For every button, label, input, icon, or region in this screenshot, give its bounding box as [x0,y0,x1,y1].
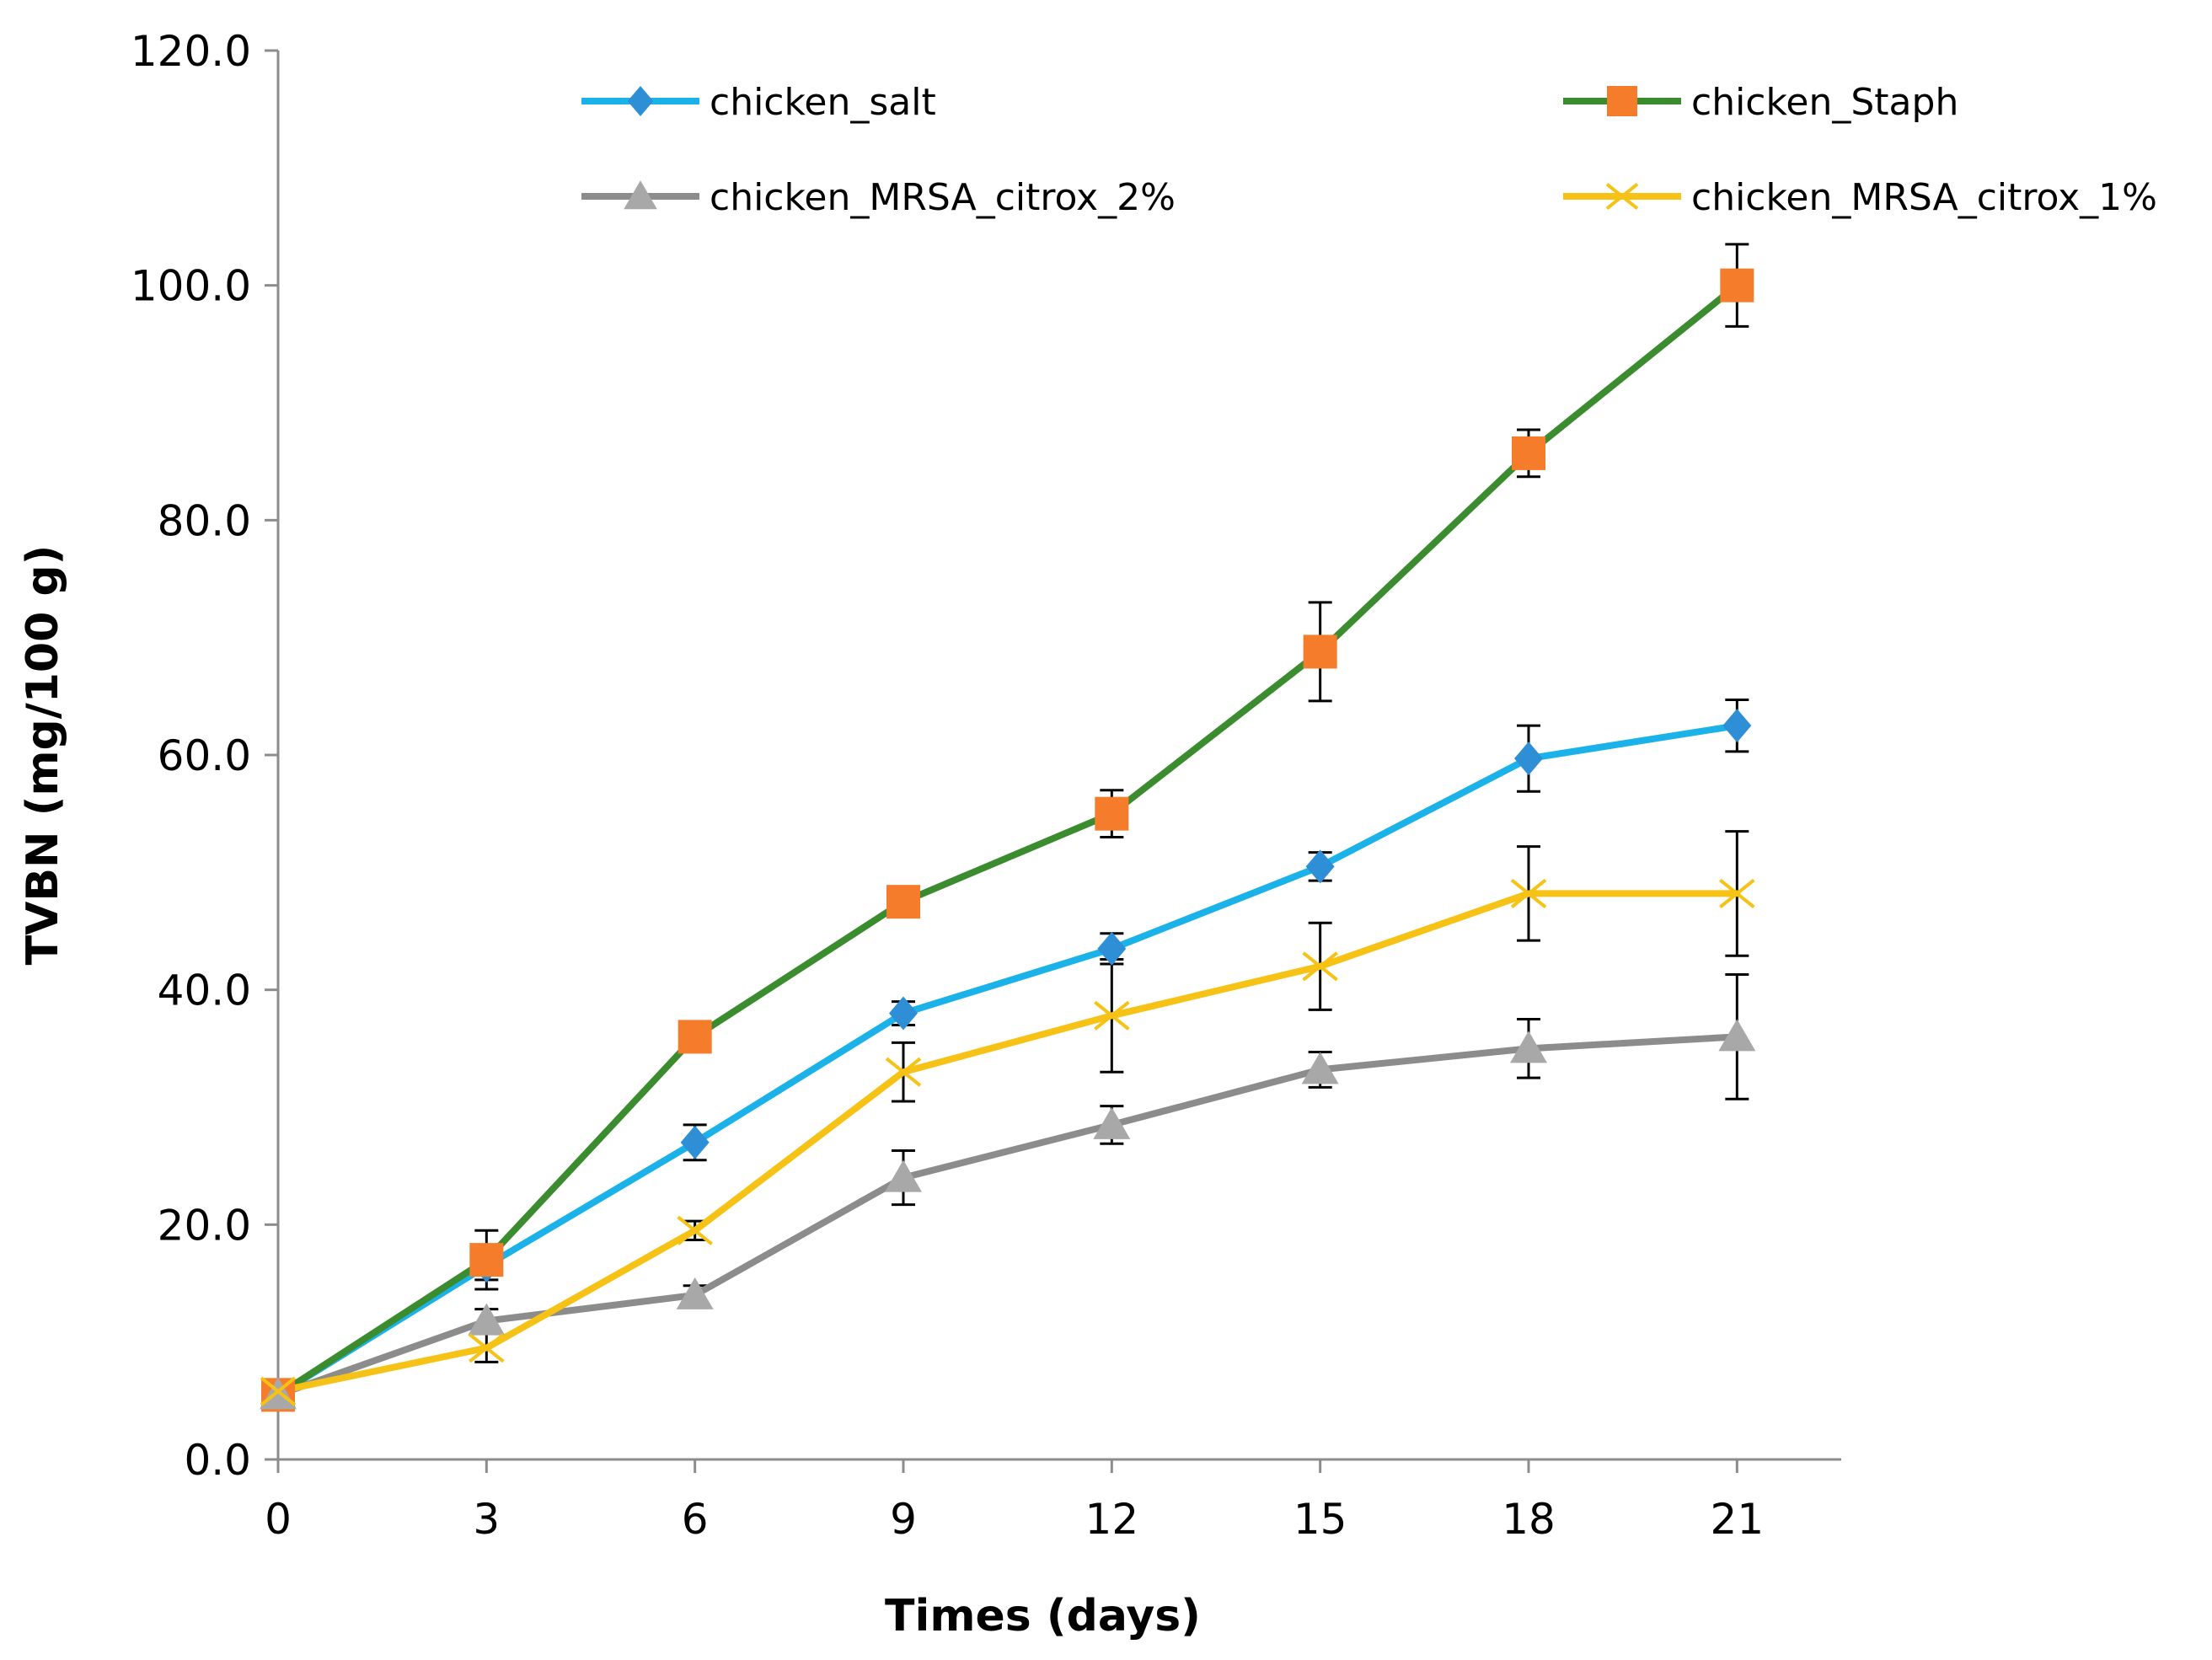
series-1-point [1722,709,1752,743]
legend-label: chicken_salt [710,81,936,124]
legend: chicken_salt chicken_Staph chicken_MRSA_ci… [581,81,2157,219]
x-tick-label: 0 [265,1495,292,1544]
y-tick-label: 120.0 [131,27,251,76]
series-2-point [886,885,920,919]
series-markers [260,268,1756,1412]
series-4-point-stroke [1094,1000,1130,1031]
series-2-point [469,1243,504,1277]
series-4-point [885,1057,922,1087]
x-tick-label: 3 [473,1495,500,1544]
y-tick-label: 60.0 [158,731,251,780]
legend-item: chicken_Staph [1563,81,1958,124]
y-tick-label: 0.0 [184,1436,251,1485]
series-2-point [1303,635,1337,669]
series-4-point-stroke [1302,951,1338,982]
series-4-point [677,1215,713,1245]
x-tick-label: 21 [1711,1495,1765,1544]
y-tick-label: 80.0 [158,496,251,545]
series-3-point [1093,1106,1131,1139]
legend-item: chicken_MRSA_citrox_1% [1563,176,2157,219]
series-4-point-stroke [260,1376,297,1406]
legend-item: chicken_salt [581,81,936,124]
series-2-line [275,281,1741,1399]
series-4-point [1510,878,1547,908]
legend-label: chicken_MRSA_citrox_2% [710,176,1176,219]
series-3-line [275,1033,1741,1399]
series-2-point [1512,436,1545,470]
series-4-point [1094,1000,1130,1031]
series-2-point [1720,268,1754,303]
series-4-point [1719,878,1755,908]
series-2-point [1095,796,1129,831]
axes [265,49,1841,1473]
series-1-point [680,1125,710,1159]
x-tick-label: 9 [890,1495,917,1544]
series-3-point [885,1159,922,1192]
series-4-line [275,890,1741,1395]
y-axis-title: TVBN (mg/100 g) [18,545,68,966]
legend-swatch-marker [1607,86,1637,116]
legend-swatch-marker [1605,183,1639,210]
x-axis-title: Times (days) [885,1591,1201,1641]
series-1-point [1305,849,1335,884]
series-3-point [1718,1019,1756,1052]
series-4-point-stroke [1510,878,1547,908]
series-1-line [275,722,1741,1399]
series-3-point [1510,1031,1547,1063]
series-3-point [676,1277,714,1309]
series-1-point [889,996,918,1031]
legend-swatch-marker [627,86,654,116]
y-tick-label: 20.0 [158,1201,251,1250]
series-4-point-stroke [1719,878,1755,908]
series-4-point [1302,951,1338,982]
series-4-point [469,1333,505,1363]
x-tick-label: 12 [1085,1495,1139,1544]
legend-swatch-marker [624,180,657,210]
series-3-point [468,1303,506,1336]
series-4-point-stroke [885,1057,922,1087]
legend-item: chicken_MRSA_citrox_2% [581,176,1176,219]
series-2-point [678,1020,712,1054]
series-1-point [1514,742,1543,776]
x-tick-label: 6 [682,1495,709,1544]
series-4-point [260,1376,297,1406]
series-3-point [1301,1052,1339,1084]
y-tick-label: 40.0 [158,967,251,1015]
series-1-point [1097,931,1127,966]
tick-labels: 0.0 20.0 40.0 60.0 80.0 100.0 120.0 0 3 6 9 12 15 18 2… [131,27,1764,1544]
x-tick-label: 18 [1502,1495,1556,1544]
legend-swatch-marker-stroke [1605,183,1639,210]
series-4-point-stroke [469,1333,505,1363]
series-4-point-stroke [677,1215,713,1245]
legend-label: chicken_MRSA_citrox_1% [1691,176,2157,219]
y-tick-label: 100.0 [131,262,251,311]
legend-label: chicken_Staph [1691,81,1958,124]
x-tick-label: 15 [1293,1495,1347,1544]
series-lines [275,281,1741,1399]
